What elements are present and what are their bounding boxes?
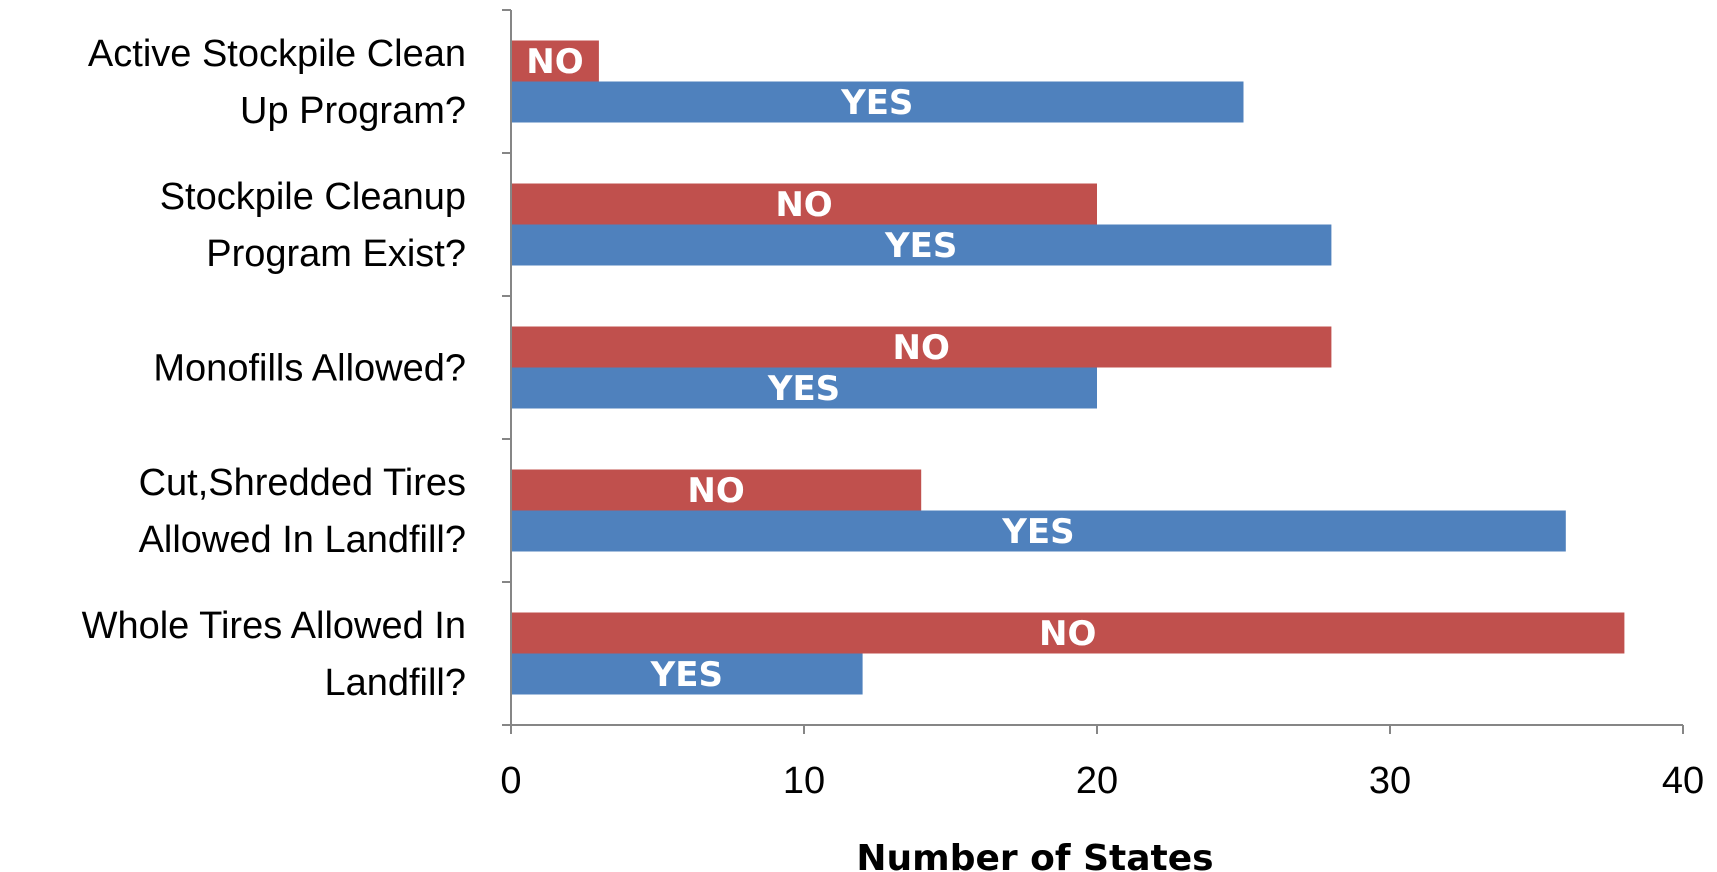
category-label: Allowed In Landfill? — [139, 519, 466, 561]
bar-label-yes: YES — [767, 369, 840, 409]
category-labels: Active Stockpile Clean Up Program? Stockpi… — [82, 33, 466, 704]
bar-no — [511, 612, 1625, 654]
category-label: Stockpile Cleanup — [160, 176, 466, 218]
bar-label-no: NO — [775, 185, 832, 225]
bar-label-yes: YES — [650, 655, 723, 695]
bars: NO YES NO YES NO YES NO YES NO YES — [511, 40, 1625, 695]
x-axis-title: Number of States — [856, 838, 1213, 872]
x-tick-label: 20 — [1076, 760, 1118, 802]
bar-label-yes: YES — [1001, 512, 1074, 552]
bar-yes — [511, 81, 1244, 123]
bar-no — [511, 326, 1332, 368]
bar-no — [511, 40, 599, 82]
bar-yes — [511, 510, 1566, 552]
category-label: Landfill? — [324, 662, 466, 704]
bar-label-no: NO — [687, 471, 744, 511]
bar-yes — [511, 224, 1332, 266]
x-tick-label: 10 — [783, 760, 825, 802]
x-tick-label: 0 — [500, 760, 521, 802]
bar-no — [511, 469, 922, 511]
category-label: Program Exist? — [206, 233, 466, 275]
category-label: Cut,Shredded Tires — [139, 462, 466, 504]
x-tick-label: 40 — [1662, 760, 1704, 802]
ticks: 0 10 20 30 40 — [500, 9, 1704, 802]
bar-label-no: NO — [893, 328, 950, 368]
bar-label-yes: YES — [884, 226, 957, 266]
category-label: Active Stockpile Clean — [88, 33, 466, 75]
category-label: Up Program? — [240, 90, 466, 132]
bar-yes — [511, 653, 863, 695]
x-tick-label: 30 — [1369, 760, 1411, 802]
category-label: Monofills Allowed? — [153, 348, 466, 390]
bar-label-no: NO — [526, 42, 583, 82]
bar-label-yes: YES — [840, 83, 913, 123]
bar-label-no: NO — [1039, 614, 1096, 654]
category-label: Whole Tires Allowed In — [82, 605, 466, 647]
bar-no — [511, 183, 1097, 225]
bar-yes — [511, 367, 1097, 409]
